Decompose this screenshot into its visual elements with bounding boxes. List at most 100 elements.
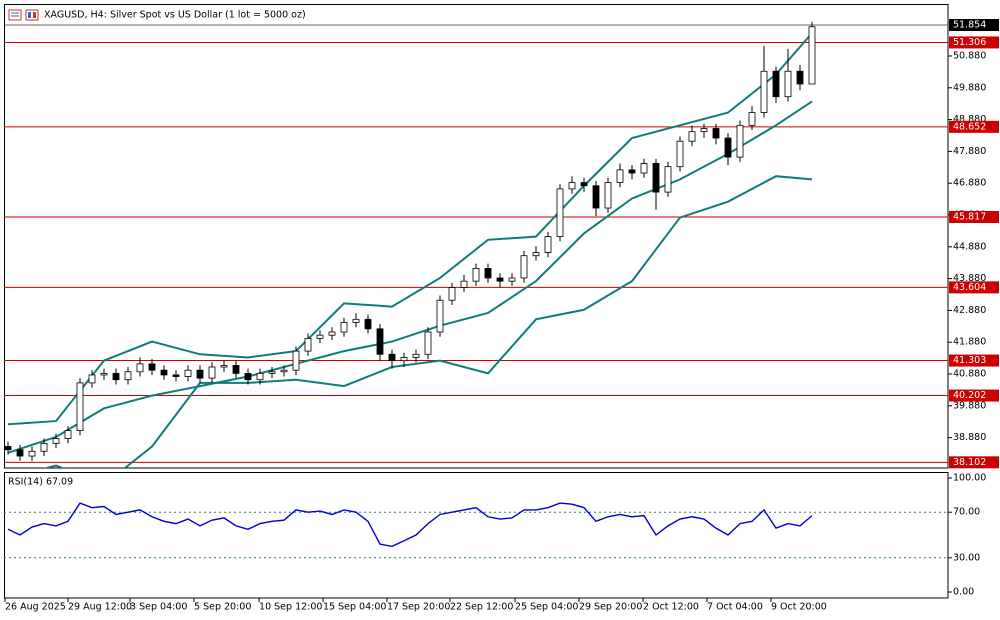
x-tick-label: 9 Oct 20:00 [771,602,827,613]
y-tick-label: 47.880 [953,146,986,157]
candle-body [700,128,708,133]
candle-body [640,163,648,174]
candle-body [580,182,588,187]
candle-body [76,382,84,432]
x-tick-label: 22 Sep 12:00 [450,602,513,613]
rsi-area [4,502,948,559]
y-tick-label: 44.880 [953,241,986,252]
level-label-bg [949,36,999,49]
candle-body [424,331,432,355]
candle-body [220,365,228,368]
y-tick-label: 50.880 [953,50,986,61]
level-label-bg [949,456,999,469]
candle-body [760,70,768,113]
level-label: 48.652 [953,121,986,132]
candle-body [124,371,132,381]
candle-body [568,182,576,190]
x-tick-label: 15 Sep 04:00 [323,602,386,613]
candle-body [784,70,792,98]
candle-body [436,299,444,333]
candle-body [448,287,456,301]
candle-body [616,169,624,183]
level-label-bg [949,210,999,223]
y-tick-label: 100.00 [953,473,986,484]
y-tick-label: 42.880 [953,305,986,316]
x-tick-label: 25 Sep 04:00 [515,602,578,613]
x-tick-label: 10 Sep 12:00 [259,602,322,613]
bollinger-band [42,175,813,468]
candle-body [388,353,396,362]
candle-body [460,280,468,288]
candle-body [676,140,684,168]
candle-body [520,255,528,279]
level-label: 38.102 [953,457,986,468]
candle-body [376,328,384,355]
y-tick-label: 40.880 [953,368,986,379]
candle-body [4,446,12,451]
level-label: 41.303 [953,355,986,366]
candle-body [148,363,156,371]
candle-body [748,112,756,126]
x-tick-label: 2 Oct 12:00 [643,602,699,613]
last-price-label: 51.854 [953,20,986,31]
candle-body [352,318,360,323]
y-tick-label: 46.880 [953,178,986,189]
candle-body [544,236,552,253]
icon [28,12,31,18]
last-price-bg [949,19,999,32]
candle-body [280,369,288,373]
candle-body [796,70,804,85]
candle-body [172,374,180,377]
candle-body [592,185,600,209]
y-tick-label: 39.880 [953,400,986,411]
x-tick-label: 29 Aug 12:00 [68,602,132,613]
chart-title: XAGUSD, H4: Silver Spot vs US Dollar (1 … [44,10,306,21]
candle-body [232,365,240,374]
candle-body [412,353,420,358]
plot-area [4,21,948,468]
candle-body [496,277,504,282]
candle-body [712,128,720,139]
rsi-title: RSI(14) 67.09 [8,477,73,488]
main-frame [4,4,949,469]
candle-body [64,430,72,439]
candle-body [244,372,252,381]
candle-body [604,182,612,209]
candle-body [112,372,120,381]
level-label: 40.202 [953,390,986,401]
candle-body [256,372,264,381]
x-tick-label: 7 Oct 04:00 [707,602,763,613]
icon[interactable] [8,9,22,21]
candle-body [724,137,732,158]
candle-body [40,442,48,452]
candle-body [652,163,660,193]
candle-body [184,369,192,377]
y-tick-label: 41.880 [953,337,986,348]
candle-body [772,70,780,98]
y-tick-label: 49.880 [953,82,986,93]
bollinger-band [7,100,813,454]
candle-body [340,322,348,333]
candle-body [160,369,168,376]
candle-body [628,169,636,174]
rsi-line [7,502,813,548]
candle-body [304,337,312,352]
x-tick-label: 3 Sep 04:00 [130,602,187,613]
level-label-bg [949,281,999,294]
level-label: 43.604 [953,282,986,293]
candle-body [28,450,36,457]
candle-body [100,372,108,376]
y-tick-label: 0.00 [953,587,974,598]
symbol-icons[interactable] [8,9,39,21]
candle-body [52,438,60,444]
candle-body [88,374,96,384]
level-label-bg [949,354,999,367]
x-tick-label: 5 Sep 20:00 [194,602,251,613]
candle-body [664,166,672,193]
candle-body [208,366,216,379]
candle-body [508,277,516,282]
icon[interactable] [25,9,39,21]
candle-body [736,124,744,158]
level-label-bg [949,389,999,402]
